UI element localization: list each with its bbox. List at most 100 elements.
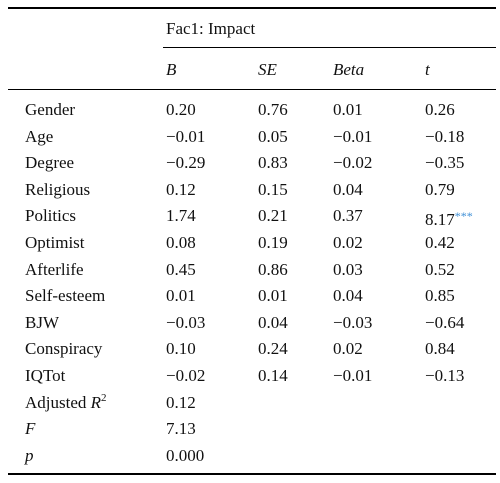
cell-value: 0.01 (333, 100, 363, 119)
cell-value: 0.05 (258, 126, 288, 146)
row-label-variable: F (25, 419, 36, 439)
row-label: p (25, 446, 34, 466)
row-label: F (25, 419, 35, 439)
cell-value: 0.10 (166, 339, 196, 359)
significance-stars: *** (454, 209, 473, 224)
cell: 0.04 (333, 286, 363, 306)
cell-value: 0.04 (333, 286, 363, 306)
cell-value: 0.01 (166, 286, 196, 306)
cell-value: −0.01 (333, 366, 373, 385)
column-header: t (425, 60, 430, 80)
cell: −0.29 (166, 153, 205, 173)
column-header-text: SE (258, 60, 277, 79)
cell-value: 7.13 (166, 419, 196, 439)
row-label: Gender (25, 100, 75, 120)
cell-value: −0.01 (333, 126, 373, 146)
row-label: Age (25, 127, 53, 147)
cell-value: 0.42 (425, 233, 455, 252)
cell-value: 1.74 (166, 206, 196, 226)
cell: 0.15 (258, 180, 288, 200)
cell: 0.08 (166, 233, 196, 253)
cell: −0.35 (425, 153, 464, 173)
row-label: Adjusted R2 (25, 391, 107, 413)
cell-value: 0.26 (425, 100, 455, 119)
cell-value: −0.02 (333, 153, 373, 173)
cell-value: 8.17 (425, 210, 455, 230)
cell: 0.45 (166, 260, 196, 280)
cell: −0.03 (333, 313, 372, 333)
row-label-text: Conspiracy (25, 339, 103, 359)
cell-value: −0.01 (166, 126, 206, 146)
cell-value: 0.14 (258, 366, 288, 385)
column-header-text: B (166, 60, 177, 79)
cell: 0.76 (258, 100, 288, 120)
cell: −0.01 (333, 127, 372, 147)
cell: 0.21 (258, 206, 288, 226)
cell-value: 0.19 (258, 233, 288, 252)
group-rule (163, 47, 496, 48)
row-label: Afterlife (25, 260, 84, 280)
row-label-text: IQTot (25, 366, 66, 385)
cell: 0.26 (425, 100, 455, 120)
cell: 0.04 (333, 180, 363, 200)
cell-value: −0.29 (166, 153, 206, 173)
cell: 1.74 (166, 206, 196, 226)
cell-value: 0.24 (258, 339, 288, 359)
cell: −0.02 (166, 366, 205, 386)
cell: 0.01 (258, 286, 288, 306)
cell-value: −0.64 (425, 312, 465, 332)
cell: 0.42 (425, 233, 455, 253)
cell: 0.20 (166, 100, 196, 120)
cell-value: 0.79 (425, 179, 455, 199)
row-label-variable: R (90, 392, 102, 412)
row-label-superscript: 2 (101, 391, 107, 404)
row-label: Degree (25, 153, 74, 173)
column-header-text: t (425, 60, 430, 79)
cell-value: 0.21 (258, 206, 288, 226)
top-rule (8, 7, 496, 9)
cell-value: 0.02 (333, 339, 363, 359)
cell: 0.000 (166, 446, 204, 466)
row-label-text: Religious (25, 179, 91, 199)
cell-value: 0.15 (258, 179, 288, 199)
row-label: Religious (25, 180, 90, 200)
cell-value: 0.84 (425, 339, 455, 359)
cell: 0.52 (425, 260, 455, 280)
column-header-text: Beta (333, 60, 365, 79)
cell: 7.13 (166, 419, 196, 439)
cell-value: 0.000 (166, 445, 205, 465)
cell: 0.84 (425, 339, 455, 359)
column-header: SE (258, 60, 277, 80)
cell: −0.18 (425, 127, 464, 147)
row-label-text: Afterlife (25, 259, 84, 279)
bottom-rule (8, 473, 496, 475)
row-label-text: BJW (25, 312, 59, 332)
row-label-text: Adjusted (25, 392, 87, 412)
row-label: Conspiracy (25, 339, 102, 359)
cell-value: −0.13 (425, 366, 465, 385)
cell-value: 0.02 (333, 233, 363, 252)
row-label: Optimist (25, 233, 85, 253)
cell: 0.79 (425, 180, 455, 200)
cell: 0.01 (333, 100, 363, 120)
cell: 0.85 (425, 286, 455, 306)
cell: 0.37 (333, 206, 363, 226)
row-label-text: Optimist (25, 233, 85, 252)
cell: 0.12 (166, 180, 196, 200)
cell: −0.13 (425, 366, 464, 386)
cell: 0.02 (333, 339, 363, 359)
cell-value: −0.03 (333, 312, 373, 332)
cell: −0.03 (166, 313, 205, 333)
cell-value: 0.85 (425, 286, 455, 306)
row-label: IQTot (25, 366, 65, 386)
cell-value: 0.12 (166, 179, 196, 199)
cell-value: 0.52 (425, 259, 455, 279)
cell-value: −0.18 (425, 126, 465, 146)
row-label-variable: p (25, 445, 34, 465)
cell-value: 0.20 (166, 100, 196, 119)
cell: 0.86 (258, 260, 288, 280)
cell-value: 0.04 (333, 179, 363, 199)
cell: 0.10 (166, 339, 196, 359)
row-label: BJW (25, 313, 59, 333)
